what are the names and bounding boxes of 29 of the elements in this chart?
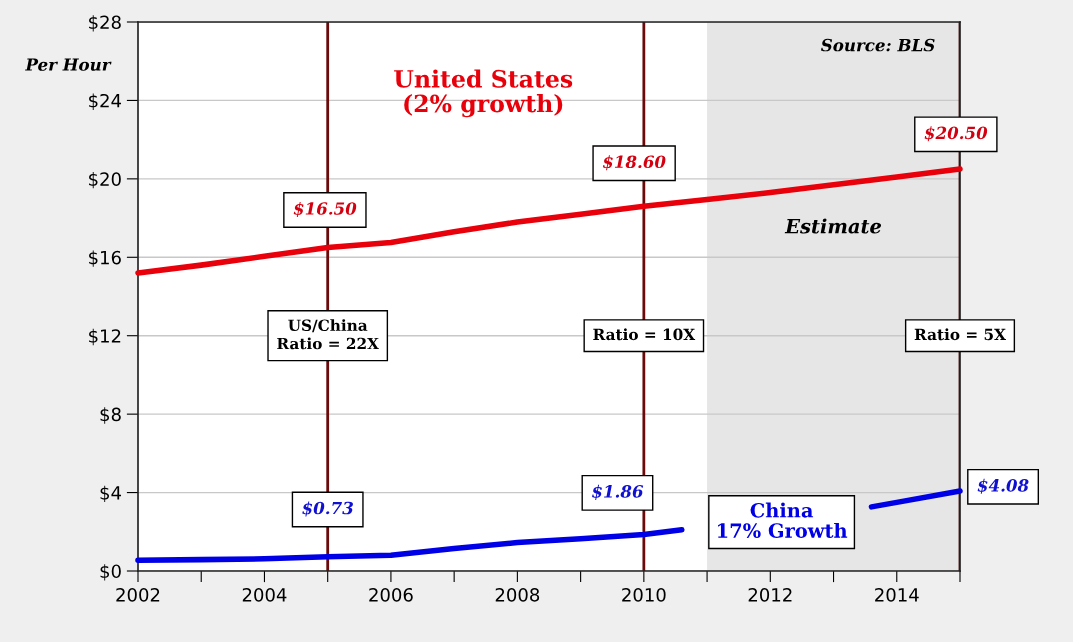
annotation: $0.73: [302, 501, 353, 517]
y-tick-label: $0: [100, 564, 121, 581]
x-tick-label: 2012: [748, 587, 792, 602]
annotation: $4.08: [977, 478, 1029, 494]
annotation: Source: BLS: [820, 38, 935, 52]
annotation: $20.50: [924, 126, 988, 142]
y-tick-label: $16: [89, 250, 121, 267]
x-tick-label: 2014: [875, 587, 919, 602]
annotation: Ratio = 5X: [914, 328, 1006, 341]
text: United States (2% growth): [394, 69, 573, 118]
annotation: $1.86: [592, 484, 644, 500]
x-tick-label: 2004: [242, 587, 287, 602]
series-label: China 17% Growth: [718, 502, 848, 538]
y-tick-label: $8: [100, 407, 121, 424]
y-tick-label: $12: [89, 328, 121, 346]
annotation: US/China Ratio = 22X: [277, 319, 379, 350]
y-tick-label: $28: [89, 15, 121, 32]
y-axis-title: Per Hour: [25, 58, 112, 71]
y-tick-label: $20: [89, 172, 121, 189]
annotation: $18.60: [602, 155, 666, 171]
x-tick-label: 2008: [495, 587, 540, 602]
y-tick-label: $24: [89, 93, 122, 110]
annotation: $16.50: [293, 201, 357, 218]
x-tick-label: 2006: [369, 587, 413, 602]
annotation: Ratio = 10X: [593, 328, 696, 341]
y-tick-label: $4: [100, 485, 122, 503]
x-tick-label: 2010: [622, 587, 666, 602]
band-label: Estimate: [784, 218, 882, 234]
x-tick-label: 2002: [116, 587, 160, 602]
